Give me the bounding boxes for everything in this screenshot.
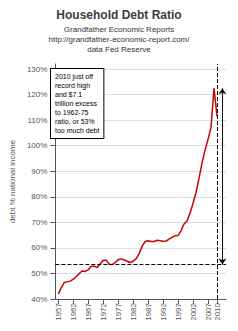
svg-text:http://grandfather-economic-re: http://grandfather-economic-report.com/	[49, 35, 191, 44]
svg-text:120%: 120%	[27, 90, 47, 99]
svg-text:1982: 1982	[129, 302, 138, 320]
svg-text:2007: 2007	[204, 302, 213, 320]
svg-text:2002: 2002	[189, 302, 198, 320]
svg-text:2010: 2010	[213, 302, 222, 320]
svg-text:Household Debt Ratio: Household Debt Ratio	[56, 8, 181, 22]
svg-text:90%: 90%	[31, 167, 47, 176]
svg-text:trillion excess: trillion excess	[55, 100, 98, 107]
svg-text:60%: 60%	[31, 243, 47, 252]
svg-text:debt % national income: debt % national income	[8, 139, 17, 223]
svg-text:data Fed Reserve: data Fed Reserve	[87, 45, 151, 54]
svg-text:1972: 1972	[99, 302, 108, 320]
svg-text:70%: 70%	[31, 218, 47, 227]
svg-text:1957: 1957	[54, 302, 63, 320]
svg-text:1962: 1962	[69, 302, 78, 320]
svg-text:1992: 1992	[159, 302, 168, 320]
svg-text:and $7.1: and $7.1	[55, 91, 82, 98]
svg-text:1997: 1997	[174, 302, 183, 320]
svg-text:to 1962-75: to 1962-75	[55, 109, 89, 116]
svg-text:130%: 130%	[27, 65, 47, 74]
svg-text:100%: 100%	[27, 141, 47, 150]
svg-text:1967: 1967	[84, 302, 93, 320]
svg-text:Grandfather Economic Reports: Grandfather Economic Reports	[64, 25, 174, 34]
svg-text:110%: 110%	[27, 116, 47, 125]
svg-text:40%: 40%	[31, 295, 47, 304]
svg-text:1987: 1987	[144, 302, 153, 320]
svg-text:ratio, or 53%: ratio, or 53%	[55, 118, 95, 125]
svg-text:80%: 80%	[31, 192, 47, 201]
svg-text:1977: 1977	[114, 302, 123, 320]
svg-text:50%: 50%	[31, 269, 47, 278]
svg-text:2010 just off: 2010 just off	[55, 73, 93, 81]
svg-text:too much debt: too much debt	[55, 127, 99, 134]
svg-text:record high: record high	[55, 82, 90, 90]
